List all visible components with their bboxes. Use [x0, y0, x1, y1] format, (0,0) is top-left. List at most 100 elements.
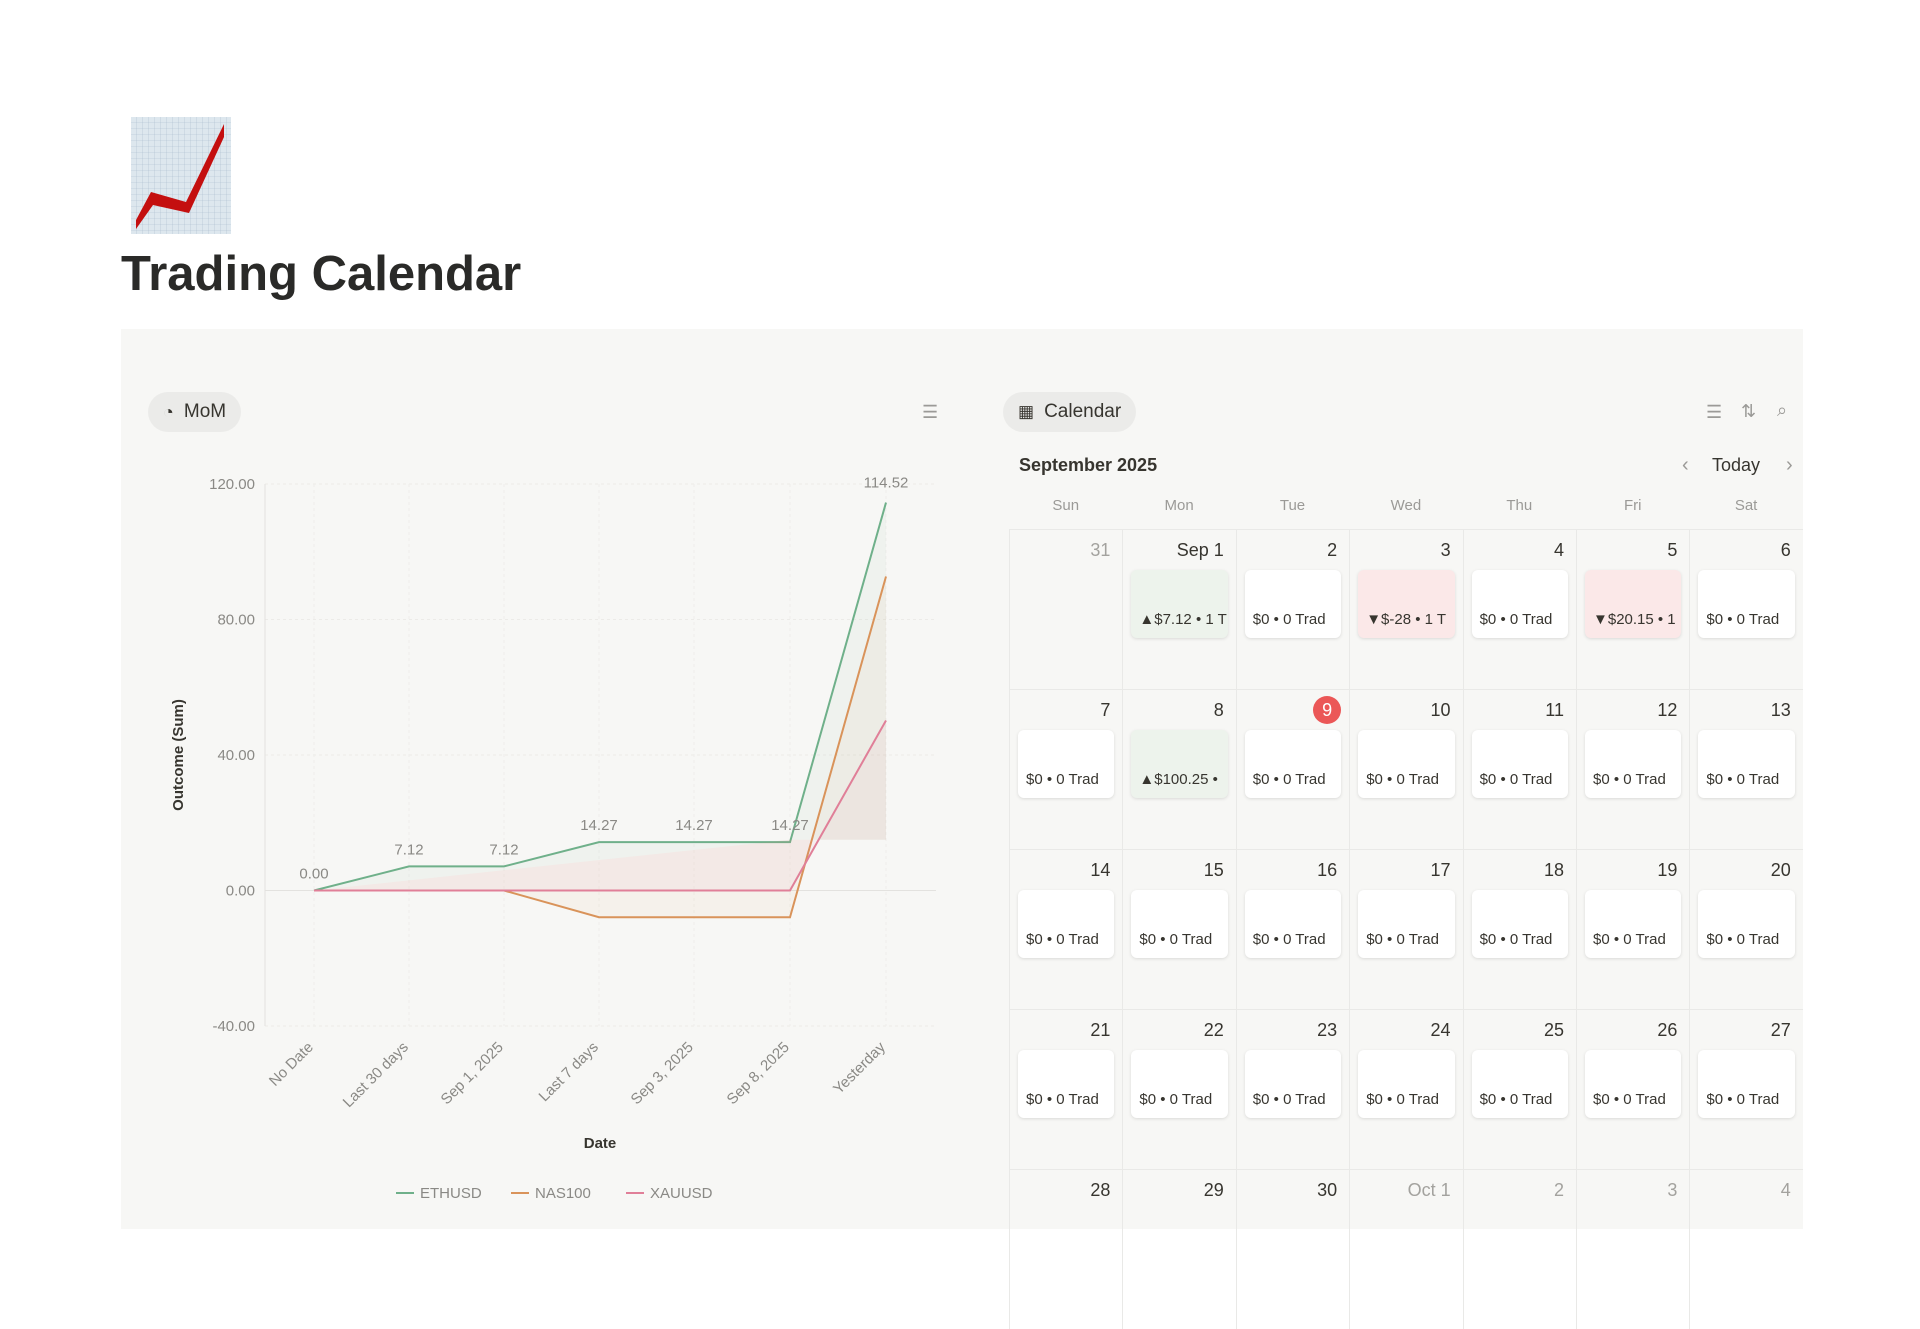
calendar-day-cell[interactable]: 2 [1462, 1169, 1576, 1329]
day-number: 4 [1553, 540, 1564, 560]
calendar-day-cell[interactable]: 30 [1235, 1169, 1350, 1329]
calendar-day-cell[interactable]: 27 $0 • 0 Trad [1689, 1009, 1803, 1169]
chevron-right-icon[interactable]: › [1786, 454, 1793, 476]
y-axis-title: Outcome (Sum) [170, 699, 187, 811]
day-entry-card[interactable]: $0 • 0 Trad [1698, 1050, 1795, 1118]
calendar-day-cell[interactable]: 12 $0 • 0 Trad [1576, 689, 1690, 849]
calendar-day-cell[interactable]: 10 $0 • 0 Trad [1349, 689, 1463, 849]
day-entry-card[interactable]: $0 • 0 Trad [1131, 890, 1228, 958]
day-number: 23 [1317, 1020, 1338, 1040]
calendar-day-cell[interactable]: 15 $0 • 0 Trad [1122, 849, 1236, 1009]
data-label: 14.27 [771, 817, 809, 834]
day-entry-card[interactable]: $0 • 0 Trad [1244, 890, 1342, 958]
today-button[interactable]: Today [1712, 455, 1761, 475]
calendar-day-cell[interactable]: 3 ▼$-28 • 1 T [1349, 529, 1463, 689]
page-title: Trading Calendar [121, 247, 522, 301]
day-number: 16 [1317, 860, 1338, 880]
sort-icon[interactable]: ⇅ [1741, 401, 1757, 421]
calendar-day-cell[interactable]: 25 $0 • 0 Trad [1462, 1009, 1576, 1169]
day-entry-card[interactable]: $0 • 0 Trad [1585, 730, 1682, 798]
x-axis-title: Date [584, 1135, 617, 1152]
day-entry-card[interactable]: $0 • 0 Trad [1018, 890, 1115, 958]
day-number: 15 [1203, 860, 1224, 880]
day-number: 2 [1553, 1180, 1564, 1200]
day-entry-card[interactable]: $0 • 0 Trad [1131, 1050, 1228, 1118]
calendar-icon: ▦ [1018, 402, 1035, 421]
month-title: September 2025 [1019, 455, 1158, 475]
calendar-day-cell[interactable]: 6 $0 • 0 Trad [1689, 529, 1803, 689]
calendar-day-cell[interactable]: 9 $0 • 0 Trad [1235, 689, 1350, 849]
calendar-day-cell[interactable]: 4 $0 • 0 Trad [1462, 529, 1576, 689]
day-number: 19 [1657, 860, 1678, 880]
filter-icon[interactable]: ☰ [1706, 402, 1723, 422]
day-number: 24 [1430, 1020, 1451, 1040]
filter-icon[interactable]: ☰ [922, 402, 939, 422]
calendar-day-cell[interactable]: 26 $0 • 0 Trad [1576, 1009, 1690, 1169]
day-entry-card[interactable]: $0 • 0 Trad [1471, 570, 1568, 638]
calendar-day-cell[interactable]: 24 $0 • 0 Trad [1349, 1009, 1463, 1169]
y-tick-label: 40.00 [217, 747, 255, 764]
calendar-day-cell[interactable]: 16 $0 • 0 Trad [1235, 849, 1350, 1009]
day-entry-card[interactable]: $0 • 0 Trad [1244, 730, 1342, 798]
day-entry-card[interactable]: $0 • 0 Trad [1358, 1050, 1455, 1118]
tab-calendar[interactable]: ▦ Calendar [1003, 392, 1137, 432]
day-entry-card[interactable]: ▲$100.25 • [1131, 730, 1228, 798]
day-number: 3 [1440, 540, 1451, 560]
day-entry-card[interactable]: $0 • 0 Trad [1471, 730, 1568, 798]
day-entry-card[interactable]: $0 • 0 Trad [1585, 890, 1682, 958]
calendar-day-cell[interactable]: 28 [1009, 1169, 1123, 1329]
calendar-day-cell[interactable]: 19 $0 • 0 Trad [1576, 849, 1690, 1009]
calendar-day-cell[interactable]: Oct 1 [1349, 1169, 1463, 1329]
calendar-day-cell[interactable]: 13 $0 • 0 Trad [1689, 689, 1803, 849]
calendar-day-cell[interactable]: Sep 1 ▲$7.12 • 1 T [1122, 529, 1236, 689]
calendar-day-cell[interactable]: 31 [1009, 529, 1123, 689]
calendar-day-cell[interactable]: 21 $0 • 0 Trad [1009, 1009, 1123, 1169]
day-entry-card[interactable]: $0 • 0 Trad [1698, 730, 1795, 798]
calendar-day-cell[interactable]: 11 $0 • 0 Trad [1462, 689, 1576, 849]
calendar-day-cell[interactable]: 3 [1576, 1169, 1690, 1329]
day-entry-card[interactable]: $0 • 0 Trad [1471, 1050, 1568, 1118]
tab-mom-chart[interactable]: ◔ MoM [148, 392, 242, 432]
calendar-day-cell[interactable]: 20 $0 • 0 Trad [1689, 849, 1803, 1009]
data-label: 14.27 [580, 817, 618, 834]
day-entry-card[interactable]: $0 • 0 Trad [1244, 570, 1342, 638]
chevron-left-icon[interactable]: ‹ [1682, 454, 1689, 476]
calendar-day-cell[interactable]: 18 $0 • 0 Trad [1462, 849, 1576, 1009]
y-tick-label: 80.00 [217, 612, 255, 629]
day-number: 29 [1203, 1180, 1224, 1200]
day-entry-card[interactable]: $0 • 0 Trad [1018, 1050, 1115, 1118]
calendar-day-cell[interactable]: 17 $0 • 0 Trad [1349, 849, 1463, 1009]
day-entry-card[interactable]: $0 • 0 Trad [1698, 570, 1795, 638]
calendar-day-cell[interactable]: 23 $0 • 0 Trad [1235, 1009, 1350, 1169]
day-entry-card[interactable]: $0 • 0 Trad [1698, 890, 1795, 958]
day-entry-card[interactable]: $0 • 0 Trad [1358, 730, 1455, 798]
day-entry-card[interactable]: ▲$7.12 • 1 T [1131, 570, 1228, 638]
search-icon[interactable]: ⌕ [1777, 400, 1788, 420]
day-entry-card[interactable]: $0 • 0 Trad [1585, 1050, 1682, 1118]
data-label: 7.12 [394, 841, 423, 858]
calendar-day-cell[interactable]: 22 $0 • 0 Trad [1122, 1009, 1236, 1169]
calendar-day-cell[interactable]: 2 $0 • 0 Trad [1235, 529, 1350, 689]
calendar-day-cell[interactable]: 29 [1122, 1169, 1236, 1329]
day-entry-card[interactable]: ▼$20.15 • 1 [1585, 570, 1682, 638]
day-entry-card[interactable]: $0 • 0 Trad [1018, 730, 1115, 798]
calendar-day-cell[interactable]: 5 ▼$20.15 • 1 [1576, 529, 1690, 689]
calendar-day-cell[interactable]: 4 [1689, 1169, 1803, 1329]
pie-chart-icon: ◔ [163, 401, 174, 422]
legend-entry: XAUUSD [650, 1185, 713, 1199]
calendar-day-cell[interactable]: 7 $0 • 0 Trad [1009, 689, 1123, 849]
calendar-day-cell[interactable]: 14 $0 • 0 Trad [1009, 849, 1123, 1009]
weekday-header: Fri [1623, 497, 1642, 514]
series-line-ETHUSD [313, 502, 887, 892]
day-number: 10 [1430, 700, 1451, 720]
day-entry-card[interactable]: $0 • 0 Trad [1471, 890, 1568, 958]
day-entry-card[interactable]: $0 • 0 Trad [1244, 1050, 1342, 1118]
day-number: 22 [1203, 1020, 1224, 1040]
x-tick-label: Last 30 days [340, 1039, 412, 1111]
calendar-day-cell[interactable]: 8 ▲$100.25 • [1122, 689, 1236, 849]
day-entry-card[interactable]: $0 • 0 Trad [1358, 890, 1455, 958]
day-entry-card[interactable]: ▼$-28 • 1 T [1358, 570, 1455, 638]
weekday-header: Thu [1506, 497, 1533, 514]
day-number: 31 [1090, 540, 1111, 560]
data-label: 7.12 [489, 841, 518, 858]
